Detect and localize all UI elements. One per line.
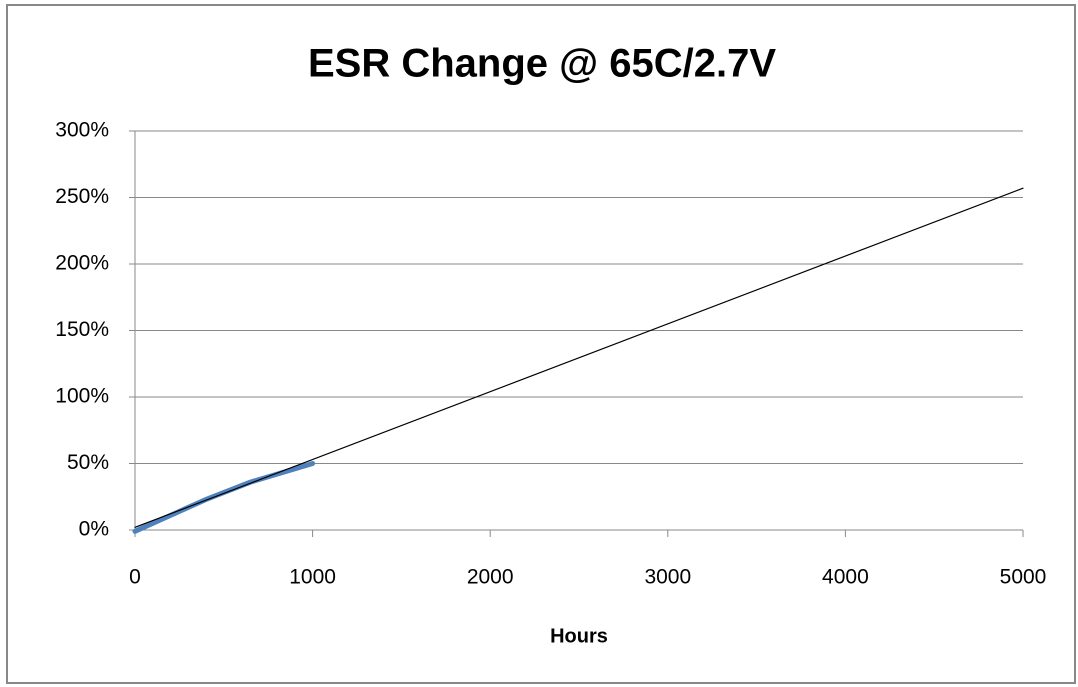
x-tick-label: 3000 bbox=[644, 566, 691, 589]
y-tick-label: 300% bbox=[55, 119, 109, 142]
x-tick-label: 1000 bbox=[289, 566, 336, 589]
y-tick-label: 200% bbox=[55, 252, 109, 275]
x-tick-label: 5000 bbox=[1000, 566, 1047, 589]
y-tick-label: 250% bbox=[55, 185, 109, 208]
y-tick-label: 150% bbox=[55, 318, 109, 341]
y-tick-label: 50% bbox=[67, 451, 109, 474]
series-line bbox=[134, 187, 1024, 528]
x-axis-label: Hours bbox=[550, 625, 608, 647]
x-tick-label: 2000 bbox=[467, 566, 514, 589]
x-tick-label: 0 bbox=[129, 566, 141, 589]
chart-frame bbox=[6, 4, 1076, 684]
y-tick-label: 0% bbox=[79, 518, 109, 541]
x-tick-label: 4000 bbox=[822, 566, 869, 589]
chart-title: ESR Change @ 65C/2.7V bbox=[308, 42, 776, 86]
y-tick-label: 100% bbox=[55, 385, 109, 408]
